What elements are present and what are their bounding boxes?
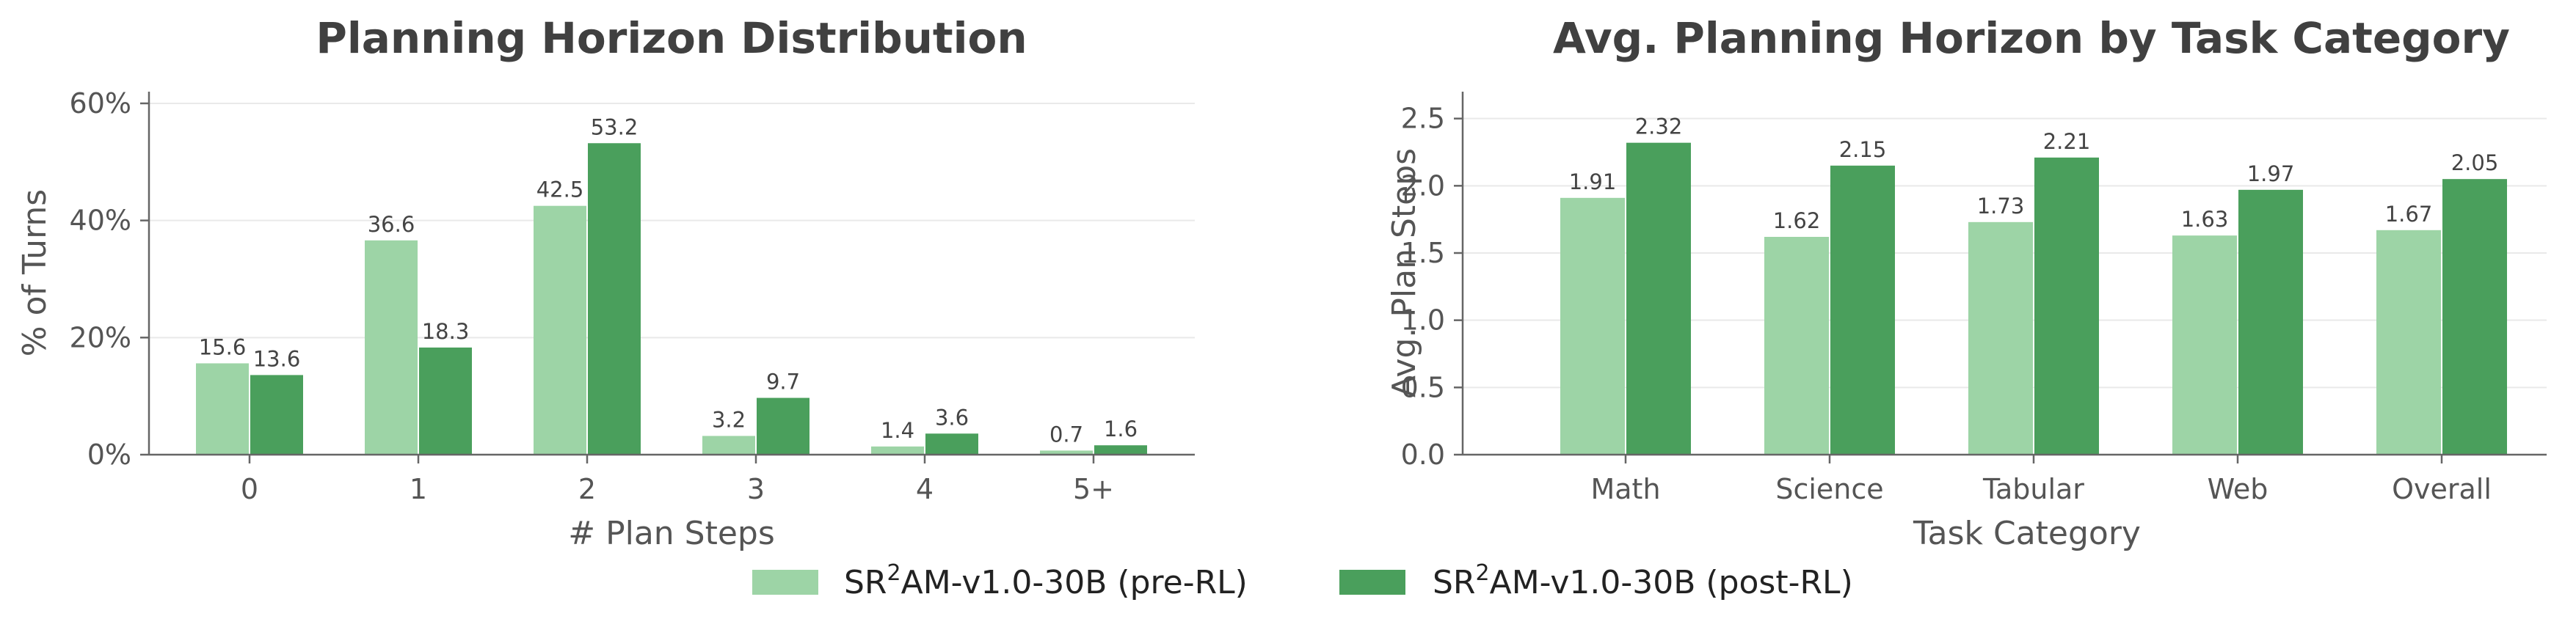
y-tick-label: 1.0 — [1401, 304, 1445, 337]
bar-value-label: 13.6 — [253, 346, 301, 371]
x-tick-label: 4 — [916, 473, 934, 505]
x-tick-label: Science — [1775, 473, 1883, 505]
grid — [149, 102, 1195, 339]
x-tick-label: 5+ — [1073, 473, 1114, 505]
bar-value-label: 1.6 — [1104, 417, 1138, 441]
bars — [1560, 142, 2507, 455]
y-tick-label: 40% — [70, 205, 131, 237]
x-tick-label: 1 — [410, 473, 427, 505]
bar-series-1-0 — [250, 375, 303, 455]
bar-series-1-2 — [588, 143, 641, 455]
x-tick-label: 0 — [241, 473, 258, 505]
bars — [196, 143, 1147, 455]
bar-value-label: 2.15 — [1839, 137, 1887, 162]
x-ticks: 0 1 2 3 4 5+ — [241, 455, 1114, 505]
legend-swatch-pre-rl — [752, 570, 818, 595]
bar-value-label: 36.6 — [368, 212, 415, 237]
bar-series-0-tabular — [1968, 221, 2033, 455]
value-labels: 1.91 2.32 1.62 2.15 1.73 2.21 1.63 1.97 1.67 2.05 — [1569, 114, 2499, 233]
y-tick-label: 2.5 — [1401, 103, 1445, 135]
chart-avg-planning-horizon-by-task-category: Avg. Planning Horizon by Task Category 1… — [1386, 13, 2547, 552]
bar-value-label: 1.91 — [1569, 169, 1617, 194]
bar-value-label: 2.32 — [1635, 114, 1683, 139]
bar-series-1-overall — [2442, 179, 2507, 455]
x-tick-label: Tabular — [1982, 473, 2084, 505]
chart-title: Planning Horizon Distribution — [316, 13, 1027, 63]
y-tick-label: 1.5 — [1401, 237, 1445, 269]
bar-value-label: 1.4 — [881, 418, 914, 443]
bar-series-0-2 — [534, 205, 586, 455]
x-axis-label: # Plan Steps — [568, 515, 775, 552]
legend-label-post-rl: SR2AM-v1.0-30B (post-RL) — [1433, 560, 1853, 601]
bar-series-1-tabular — [2034, 157, 2099, 455]
bar-value-label: 2.05 — [2451, 150, 2499, 175]
x-tick-label: 3 — [747, 473, 765, 505]
x-tick-label: 2 — [578, 473, 596, 505]
bar-value-label: 9.7 — [766, 370, 800, 395]
bar-value-label: 3.2 — [712, 407, 746, 432]
bar-value-label: 42.5 — [536, 177, 584, 202]
bar-value-label: 15.6 — [199, 334, 247, 359]
bar-series-1-4 — [925, 433, 978, 455]
bar-series-0-3 — [702, 436, 755, 455]
bar-series-0-4 — [871, 446, 924, 455]
y-ticks: 0.0 0.5 1.0 1.5 2.0 2.5 — [1401, 103, 1463, 471]
x-tick-label: Web — [2208, 473, 2268, 505]
y-axis-label: % of Turns — [16, 189, 54, 356]
chart-planning-horizon-distribution: Planning Horizon Distribution 15.6 13.636… — [16, 13, 1195, 552]
bar-series-1-3 — [757, 397, 809, 455]
y-tick-label: 60% — [70, 87, 131, 120]
legend-swatch-post-rl — [1339, 570, 1405, 595]
bar-value-label: 1.73 — [1977, 194, 2025, 219]
bar-value-label: 1.67 — [2385, 202, 2433, 227]
y-tick-label: 0.0 — [1401, 439, 1445, 471]
bar-series-0-math — [1560, 197, 1625, 455]
bar-series-0-5- — [1040, 450, 1093, 455]
value-labels: 15.6 13.6 36.6 18.3 42.5 53.2 3.2 9.7 1.4 3.6 0.7 1… — [199, 114, 1138, 447]
bar-value-label: 18.3 — [422, 319, 470, 344]
y-tick-label: 0% — [87, 439, 131, 471]
bar-series-0-1 — [365, 240, 418, 455]
x-ticks: Math Science Tabular Web Overall — [1590, 455, 2492, 505]
bar-series-0-0 — [196, 363, 249, 455]
bar-series-0-overall — [2376, 230, 2441, 455]
bar-series-1-web — [2238, 189, 2303, 455]
bar-series-0-web — [2172, 235, 2237, 455]
x-tick-label: Overall — [2392, 473, 2492, 505]
bar-series-1-5- — [1094, 445, 1147, 455]
bar-series-0-science — [1764, 237, 1829, 455]
y-tick-label: 0.5 — [1401, 371, 1445, 403]
y-ticks: 0% 20% 40% 60% — [70, 87, 149, 471]
bar-series-1-math — [1626, 142, 1691, 455]
legend: SR2AM-v1.0-30B (pre-RL) SR2AM-v1.0-30B (… — [752, 560, 1853, 601]
bar-value-label: 1.63 — [2181, 207, 2229, 232]
bar-value-label: 1.97 — [2247, 161, 2295, 186]
bar-value-label: 3.6 — [935, 405, 969, 430]
x-tick-label: Math — [1590, 473, 1660, 505]
bar-value-label: 2.21 — [2043, 129, 2091, 154]
x-axis-label: Task Category — [1913, 515, 2141, 552]
bar-series-1-1 — [419, 347, 472, 455]
y-axis-label: Avg. Plan Steps — [1386, 148, 1423, 397]
bar-series-1-science — [1830, 165, 1895, 455]
chart-title: Avg. Planning Horizon by Task Category — [1553, 13, 2510, 63]
bar-value-label: 53.2 — [591, 114, 638, 139]
bar-value-label: 0.7 — [1049, 422, 1083, 447]
legend-label-pre-rl: SR2AM-v1.0-30B (pre-RL) — [844, 560, 1248, 601]
y-tick-label: 2.0 — [1401, 169, 1445, 202]
bar-value-label: 1.62 — [1773, 208, 1821, 233]
y-tick-label: 20% — [70, 321, 131, 353]
